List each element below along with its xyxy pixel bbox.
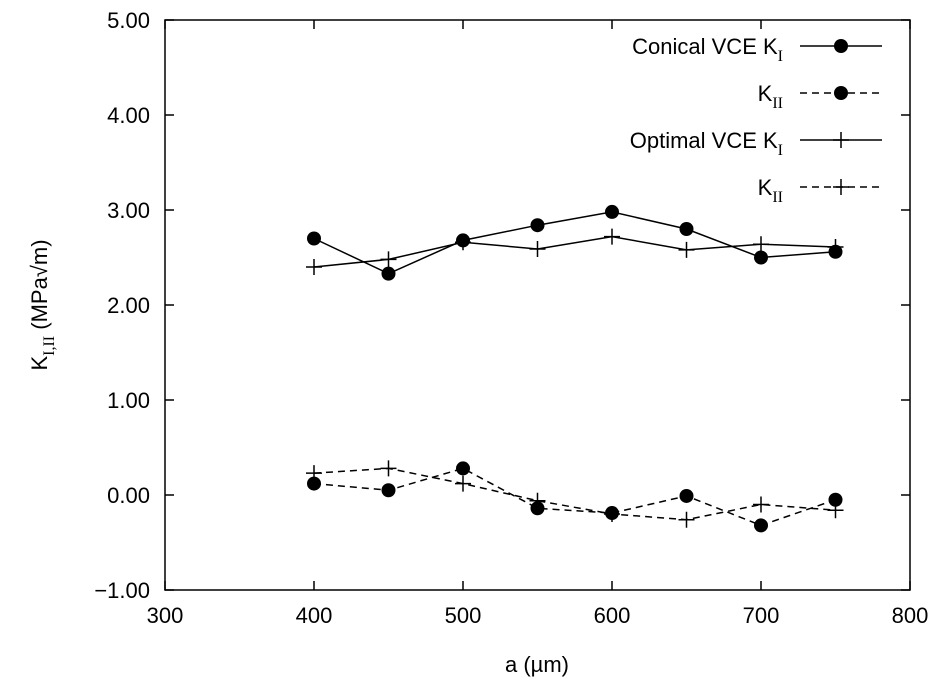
- series-1-line: [313, 211, 836, 275]
- legend-entry-3: Optimal VCE KI: [630, 128, 882, 159]
- legend-entry-2: KII: [758, 81, 882, 112]
- series-3-line: [313, 235, 836, 268]
- data-point: [380, 251, 397, 268]
- series-4: [306, 460, 844, 528]
- data-point: [306, 259, 322, 275]
- legend-label-sub: I: [778, 142, 783, 159]
- legend-entry-1: Conical VCE KI: [632, 34, 882, 65]
- data-point: [307, 231, 321, 246]
- data-point: [529, 240, 546, 257]
- x-axis-label: a (µm): [505, 652, 569, 677]
- data-point: [754, 518, 768, 533]
- legend-marker: [833, 132, 849, 148]
- data-point: [530, 218, 545, 233]
- data-point: [827, 502, 844, 519]
- y-tick-label: 1.00: [107, 388, 150, 413]
- legend-label: KII: [758, 175, 783, 206]
- legend-label-main: Optimal VCE K: [630, 128, 778, 153]
- legend-label-sub: I: [778, 48, 783, 65]
- legend-marker: [834, 86, 848, 100]
- y-tick-label: −1.00: [94, 578, 150, 603]
- legend-label-main: K: [758, 81, 773, 106]
- data-point: [753, 236, 769, 253]
- legend-label-main: Conical VCE K: [632, 34, 778, 59]
- legend-label-main: K: [758, 175, 773, 200]
- x-tick-label: 400: [296, 603, 333, 628]
- data-point: [456, 461, 470, 476]
- x-tick-label: 500: [445, 603, 482, 628]
- data-point: [678, 241, 695, 258]
- series-3: [306, 228, 844, 275]
- legend-marker: [834, 39, 848, 53]
- legend-label: KII: [758, 81, 783, 112]
- y-tick-label: 4.00: [107, 103, 150, 128]
- data-point: [455, 234, 471, 251]
- y-axis-label-unit: (MPa√m): [27, 239, 52, 335]
- y-axis-label: KI,II (MPa√m): [27, 239, 58, 370]
- y-tick-label: 3.00: [107, 198, 150, 223]
- legend-label-sub: II: [772, 95, 783, 112]
- legend-label: Conical VCE KI: [632, 34, 783, 65]
- data-point: [754, 250, 768, 265]
- x-tick-label: 700: [743, 603, 780, 628]
- data-point: [679, 222, 694, 236]
- legend-label: Optimal VCE KI: [630, 128, 783, 159]
- series-2: [307, 461, 843, 533]
- data-point: [679, 488, 694, 503]
- data-point: [529, 492, 546, 509]
- x-tick-label: 300: [147, 603, 184, 628]
- y-tick-label: 2.00: [107, 293, 150, 318]
- data-point: [605, 204, 619, 219]
- data-point: [828, 492, 843, 507]
- series-4-line: [313, 467, 836, 521]
- x-tick-label: 800: [892, 603, 929, 628]
- data-point: [306, 465, 322, 482]
- data-point: [678, 511, 695, 528]
- y-axis-label-main: K: [27, 356, 52, 371]
- data-point: [827, 239, 844, 256]
- data-point: [455, 475, 471, 492]
- legend-entry-4: KII: [758, 175, 882, 206]
- x-tick-label: 600: [594, 603, 631, 628]
- data-point: [753, 496, 769, 513]
- data-point: [380, 460, 397, 477]
- series-2-line: [313, 467, 836, 527]
- series-1: [307, 204, 843, 281]
- data-point: [307, 476, 321, 491]
- y-tick-label: 0.00: [107, 483, 150, 508]
- ticks: 300 400 500 600 700 800 −1.00 0.00 1.00 2.00 3.00 4…: [94, 8, 928, 628]
- data-point: [604, 228, 620, 245]
- legend-label-sub: II: [772, 189, 783, 206]
- legend-marker: [833, 179, 849, 195]
- series-layer: [306, 204, 844, 533]
- y-axis-label-sub: I,II: [41, 336, 58, 356]
- y-tick-label: 5.00: [107, 8, 150, 33]
- data-point: [381, 483, 396, 498]
- data-point: [381, 266, 396, 281]
- data-point: [604, 506, 620, 522]
